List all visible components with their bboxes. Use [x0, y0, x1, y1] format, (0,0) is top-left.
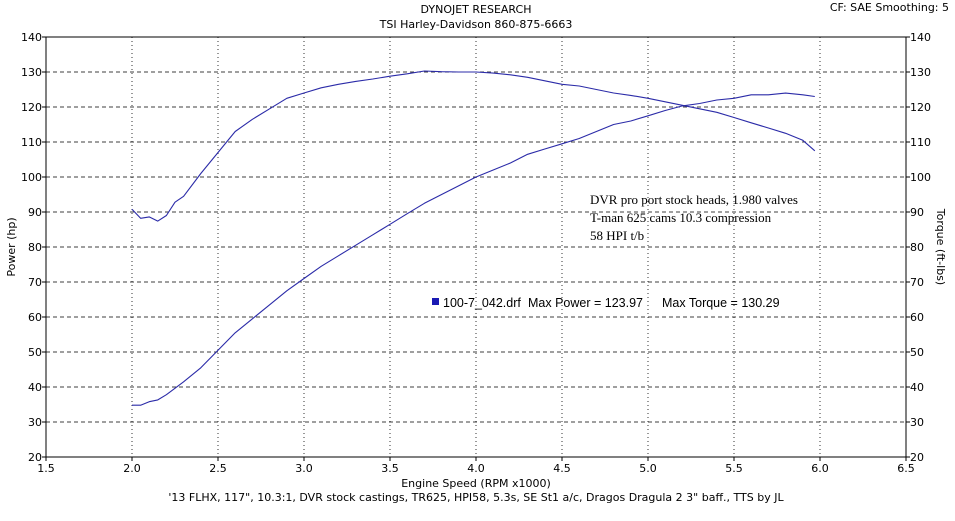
y-tick-label-right: 70 — [910, 276, 924, 289]
y-tick-label-left: 130 — [21, 66, 42, 79]
y-tick-label-left: 30 — [28, 416, 42, 429]
y-tick-label-left: 70 — [28, 276, 42, 289]
grid-lines — [46, 37, 906, 457]
y-tick-label-right: 120 — [910, 101, 931, 114]
y-tick-label-right: 20 — [910, 451, 924, 464]
y-tick-label-left: 40 — [28, 381, 42, 394]
y-tick-label-left: 140 — [21, 31, 42, 44]
y-tick-label-left: 80 — [28, 241, 42, 254]
data-series — [131, 70, 816, 406]
x-tick-label: 2.0 — [123, 462, 141, 475]
x-tick-label: 2.5 — [209, 462, 227, 475]
chart-subtitle: TSI Harley-Davidson 860-875-6663 — [379, 18, 573, 31]
y-axis-label-left: Power (hp) — [5, 217, 18, 276]
y-tick-label-right: 60 — [910, 311, 924, 324]
legend-max-power: Max Power = 123.97 — [528, 296, 643, 310]
y-tick-label-right: 100 — [910, 171, 931, 184]
y-tick-label-right: 110 — [910, 136, 931, 149]
y-tick-label-right: 130 — [910, 66, 931, 79]
y-tick-label-left: 20 — [28, 451, 42, 464]
y-axis-label-right: Torque (ft-lbs) — [934, 208, 947, 285]
y-tick-label-right: 140 — [910, 31, 931, 44]
y-tick-label-right: 90 — [910, 206, 924, 219]
y-tick-label-right: 80 — [910, 241, 924, 254]
power-curve — [132, 92, 815, 406]
legend-file: 100-7_042.drf — [443, 296, 521, 310]
x-tick-label: 1.5 — [37, 462, 55, 475]
y-tick-label-left: 120 — [21, 101, 42, 114]
x-axis-label: Engine Speed (RPM x1000) — [401, 477, 551, 490]
settings-readout: CF: SAE Smoothing: 5 — [830, 1, 949, 14]
x-tick-label: 6.5 — [897, 462, 915, 475]
x-tick-label: 3.0 — [295, 462, 313, 475]
y-tick-label-left: 110 — [21, 136, 42, 149]
y-tick-label-left: 90 — [28, 206, 42, 219]
footer-description: '13 FLHX, 117", 10.3:1, DVR stock castin… — [168, 491, 784, 504]
y-tick-label-right: 30 — [910, 416, 924, 429]
annotation-line-1: DVR pro port stock heads, 1.980 valves — [590, 192, 798, 207]
x-tick-label: 4.5 — [553, 462, 571, 475]
y-tick-label-right: 40 — [910, 381, 924, 394]
y-tick-label-left: 50 — [28, 346, 42, 359]
y-tick-label-left: 100 — [21, 171, 42, 184]
torque-curve — [131, 70, 816, 222]
x-tick-label: 6.0 — [811, 462, 829, 475]
y-tick-label-left: 60 — [28, 311, 42, 324]
chart-title: DYNOJET RESEARCH — [421, 3, 532, 16]
annotation-line-3: 58 HPI t/b — [590, 228, 644, 243]
x-tick-label: 5.5 — [725, 462, 743, 475]
annotation-line-2: T-man 625 cams 10.3 compression — [590, 210, 772, 225]
x-tick-label: 5.0 — [639, 462, 657, 475]
y-tick-label-right: 50 — [910, 346, 924, 359]
legend-marker — [432, 298, 439, 305]
legend-max-torque: Max Torque = 130.29 — [662, 296, 780, 310]
axis-ticks: 20 20 30 30 40 40 50 50 60 60 70 70 80 80 90 90 100 100 11… — [21, 31, 931, 475]
x-tick-label: 3.5 — [381, 462, 399, 475]
x-tick-label: 4.0 — [467, 462, 485, 475]
